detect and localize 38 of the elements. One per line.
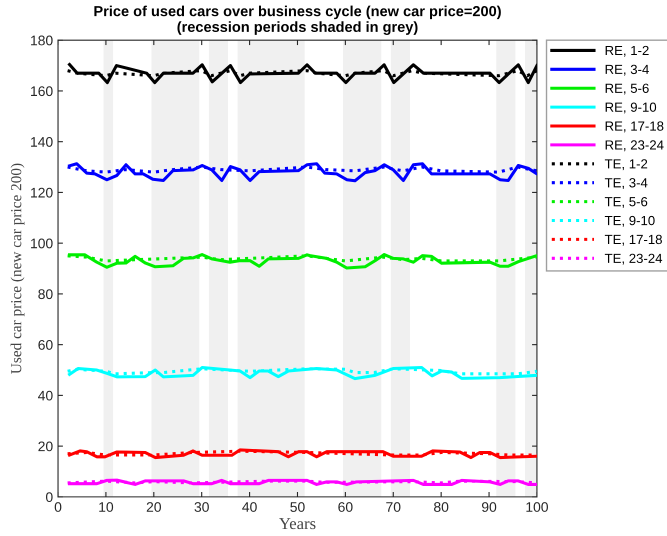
legend-label: RE, 9-10 xyxy=(606,102,656,114)
y-tick-label: 100 xyxy=(31,238,53,248)
legend-label: TE, 1-2 xyxy=(604,159,648,170)
y-tick-label: 60 xyxy=(38,340,53,350)
x-tick-label: 40 xyxy=(242,502,257,512)
x-tick-label: 60 xyxy=(338,502,353,512)
legend-label: RE, 5-6 xyxy=(606,84,649,95)
legend-label: RE, 17-18 xyxy=(606,121,664,132)
legend-label: RE, 3-4 xyxy=(606,64,649,76)
x-axis-title: Years xyxy=(279,518,316,530)
x-tick-label: 90 xyxy=(482,502,496,512)
line-series xyxy=(68,366,537,380)
legend-label: TE, 3-4 xyxy=(604,178,648,190)
y-tick-label: 80 xyxy=(38,289,53,300)
x-tick-label: 30 xyxy=(194,502,209,512)
legend-label: RE, 1-2 xyxy=(606,46,649,57)
legend-label: TE, 5-6 xyxy=(604,197,648,208)
y-tick-label: 180 xyxy=(31,36,53,46)
x-tick-label: 0 xyxy=(54,502,62,512)
legend-label: RE, 23-24 xyxy=(606,140,664,152)
x-tick-label: 70 xyxy=(386,502,400,512)
x-tick-label: 10 xyxy=(99,502,114,512)
y-tick-label: 160 xyxy=(31,86,53,96)
x-tick-label: 80 xyxy=(434,502,448,512)
y-axis-title: Used car price (new car price 200) xyxy=(10,164,24,374)
y-tick-label: 0 xyxy=(46,492,53,502)
y-tick-label: 120 xyxy=(31,188,53,198)
legend-label: TE, 23-24 xyxy=(604,254,662,265)
x-tick-label: 100 xyxy=(526,502,548,512)
line-series xyxy=(68,63,537,84)
y-tick-label: 20 xyxy=(38,441,53,452)
x-tick-label: 50 xyxy=(290,502,305,512)
y-tick-label: 140 xyxy=(31,137,53,147)
chart-title: Price of used cars over business cycle (new car price=200) (recession periods shaded in grey) xyxy=(94,6,501,35)
legend-label: TE, 9-10 xyxy=(604,216,655,227)
y-tick-label: 40 xyxy=(38,390,53,401)
legend-label: TE, 17-18 xyxy=(604,234,662,246)
x-tick-label: 20 xyxy=(146,502,161,512)
